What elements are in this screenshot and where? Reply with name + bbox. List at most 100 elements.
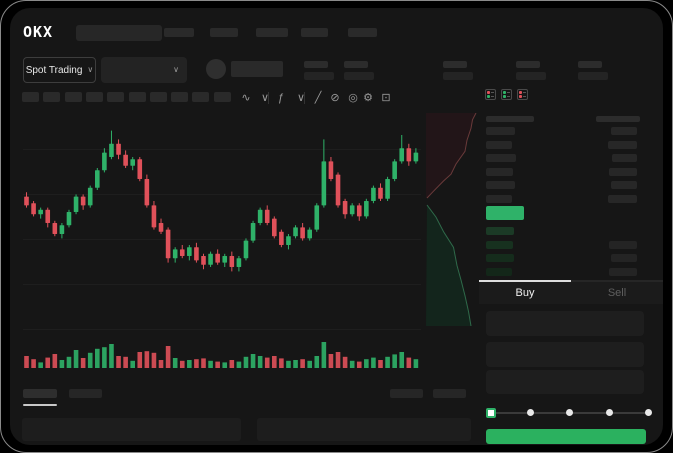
- history-panel-skeleton: [257, 418, 471, 441]
- candle-body: [264, 209, 270, 223]
- candle-body: [371, 187, 376, 201]
- volume-bar: [151, 352, 157, 368]
- indicators-icon[interactable]: ƒ: [277, 92, 285, 104]
- interval-button-8[interactable]: [171, 92, 189, 102]
- bid-row-price[interactable]: [486, 254, 514, 263]
- order-book-bids-icon[interactable]: [501, 89, 512, 100]
- market-type-label: Spot Trading: [25, 64, 83, 76]
- fullscreen-icon[interactable]: ⊡: [381, 92, 391, 104]
- active-tab-underline: [23, 404, 57, 406]
- bid-row-amount: [609, 267, 637, 276]
- slider-stop-3[interactable]: [605, 409, 613, 416]
- ask-row-price[interactable]: [486, 154, 516, 163]
- interval-button-3[interactable]: [64, 92, 82, 102]
- stat-value-3: [443, 72, 473, 80]
- volume-bar: [272, 356, 277, 368]
- order-book-both-icon[interactable]: [485, 89, 496, 100]
- volume-bar: [73, 350, 79, 368]
- candle-body: [45, 209, 51, 223]
- search-input[interactable]: [76, 25, 162, 41]
- candle-body: [257, 209, 263, 223]
- gridline-2: [23, 194, 421, 195]
- candle-body: [87, 187, 93, 206]
- interval-button-5[interactable]: [107, 92, 125, 102]
- slider-stop-1[interactable]: [526, 409, 534, 416]
- gridline-3: [23, 239, 421, 240]
- volume-bar: [158, 360, 164, 368]
- ask-row-amount: [611, 127, 637, 135]
- eraser-icon[interactable]: ⊘: [330, 92, 340, 104]
- candle-body: [378, 187, 383, 199]
- volume-bar: [187, 360, 192, 368]
- bid-row-price[interactable]: [486, 227, 514, 235]
- interval-button-4[interactable]: [85, 92, 103, 102]
- last-price-badge: [486, 206, 524, 220]
- slider-stop-4[interactable]: [645, 409, 652, 416]
- chart-style-caret-icon[interactable]: ∨: [260, 92, 270, 104]
- nav-item-1[interactable]: [164, 28, 194, 37]
- indicators-caret-icon[interactable]: ∨: [296, 92, 306, 104]
- bid-row-price[interactable]: [486, 267, 512, 276]
- volume-bar: [172, 358, 178, 368]
- pair-selector-dropdown[interactable]: ∨: [101, 57, 187, 83]
- coin-icon: [206, 59, 226, 79]
- volume-bar: [328, 354, 334, 368]
- volume-bar: [250, 354, 256, 368]
- interval-button-10[interactable]: [213, 92, 231, 102]
- ask-row-price[interactable]: [486, 167, 513, 176]
- last-price-skeleton: [231, 61, 283, 77]
- candle-body: [194, 247, 199, 261]
- volume-bar: [109, 344, 114, 368]
- ask-row-amount: [609, 167, 637, 176]
- volume-bar: [179, 360, 185, 368]
- screenshot-icon[interactable]: ◎: [348, 92, 358, 104]
- bid-row-price[interactable]: [486, 240, 513, 249]
- chart-style-icon[interactable]: ∿: [241, 92, 251, 104]
- volume-bar: [300, 359, 305, 368]
- tab-sell[interactable]: Sell: [571, 280, 663, 304]
- volume-bar: [208, 360, 213, 368]
- order-price-input[interactable]: [486, 311, 644, 336]
- stat-value-2: [344, 72, 374, 80]
- bottom-link-2[interactable]: [433, 389, 466, 398]
- nav-item-4[interactable]: [301, 28, 328, 37]
- ask-row-price[interactable]: [486, 127, 515, 135]
- candle-body: [109, 143, 114, 157]
- volume-bar: [87, 352, 93, 368]
- bid-row-amount: [611, 254, 637, 263]
- nav-item-5[interactable]: [348, 28, 377, 37]
- slider-stop-2[interactable]: [566, 409, 573, 416]
- tab-buy[interactable]: Buy: [479, 280, 571, 304]
- gridline-4: [23, 284, 421, 285]
- ask-row-price[interactable]: [486, 181, 515, 190]
- bottom-tab-2[interactable]: [69, 389, 102, 398]
- candle-body: [286, 236, 291, 245]
- interval-button-7[interactable]: [149, 92, 167, 102]
- interval-button-1[interactable]: [22, 92, 39, 102]
- nav-item-3[interactable]: [256, 28, 288, 37]
- buy-submit-button[interactable]: [486, 429, 646, 444]
- draw-line-icon[interactable]: ╱: [314, 92, 322, 104]
- candle-body: [335, 174, 341, 206]
- interval-button-9[interactable]: [192, 92, 210, 102]
- order-amount-input[interactable]: [486, 342, 644, 367]
- interval-button-2[interactable]: [43, 92, 61, 102]
- settings-icon[interactable]: ⚙: [363, 92, 373, 104]
- ask-row-price[interactable]: [486, 195, 512, 203]
- market-type-selector[interactable]: Spot Trading ∨: [23, 57, 96, 83]
- order-book-asks-icon[interactable]: [517, 89, 528, 100]
- ask-row-price[interactable]: [486, 140, 512, 149]
- nav-item-2[interactable]: [210, 28, 238, 37]
- candlestick-chart[interactable]: [23, 113, 421, 333]
- slider-handle[interactable]: [486, 408, 496, 418]
- volume-bar: [130, 360, 135, 368]
- icon-top-segment: [519, 91, 522, 94]
- candle-body: [314, 205, 320, 230]
- bottom-link-1[interactable]: [390, 389, 423, 398]
- candle-body: [73, 196, 79, 212]
- candle-body: [130, 159, 135, 166]
- order-total-input[interactable]: [486, 370, 644, 394]
- interval-button-6[interactable]: [128, 92, 146, 102]
- bottom-tab-1[interactable]: [23, 389, 57, 398]
